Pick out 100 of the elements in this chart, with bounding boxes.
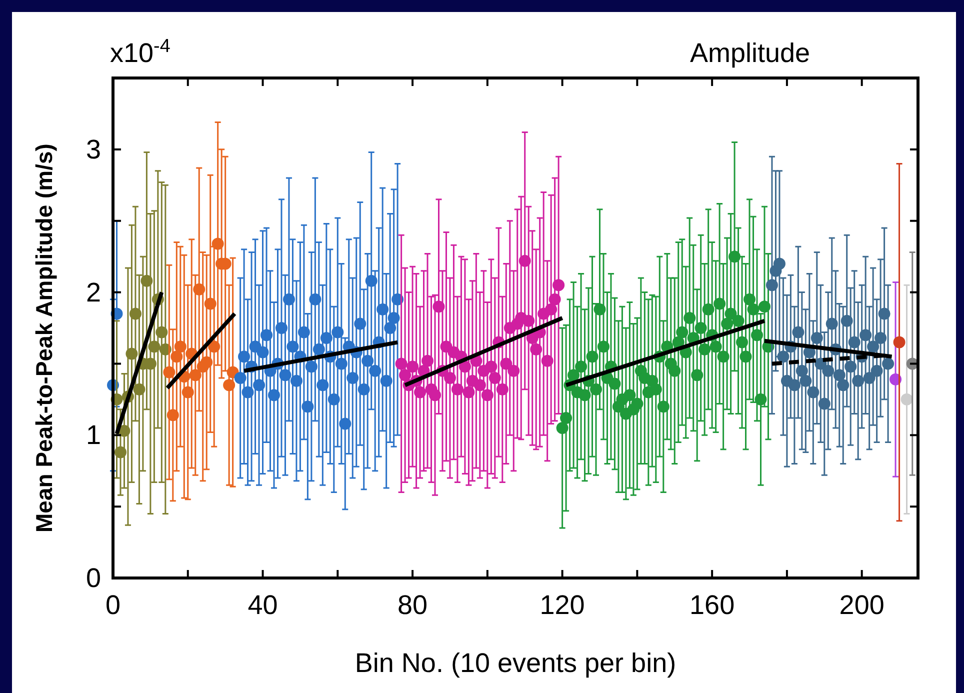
point <box>650 383 662 396</box>
point <box>312 343 325 356</box>
point <box>710 340 722 353</box>
point <box>328 393 340 406</box>
point <box>114 446 126 458</box>
point <box>508 364 520 377</box>
point <box>698 343 711 356</box>
x-tick-label: 200 <box>839 590 884 620</box>
point <box>751 329 763 342</box>
point <box>212 238 224 250</box>
point <box>900 393 913 406</box>
point <box>773 258 786 270</box>
point <box>395 358 408 370</box>
point <box>568 369 580 382</box>
point <box>189 369 202 382</box>
point <box>631 398 644 410</box>
point <box>852 374 864 387</box>
point <box>810 332 823 344</box>
point <box>305 360 318 373</box>
point <box>732 314 744 327</box>
y-tick-label: 1 <box>86 420 101 450</box>
point <box>590 383 602 396</box>
point <box>429 389 441 402</box>
point <box>339 418 352 430</box>
point <box>758 300 770 313</box>
point <box>728 250 741 263</box>
point <box>736 336 748 348</box>
x-tick-label: 160 <box>690 590 735 620</box>
point <box>332 326 344 338</box>
point <box>522 314 535 327</box>
point <box>320 332 332 344</box>
point <box>182 386 194 398</box>
point <box>432 300 445 313</box>
point <box>702 303 714 316</box>
point <box>552 279 565 292</box>
point <box>260 329 273 342</box>
point <box>575 360 588 373</box>
x-tick-label: 0 <box>105 590 121 620</box>
point <box>365 274 378 287</box>
point <box>837 379 850 392</box>
point <box>766 279 778 292</box>
point <box>422 354 434 367</box>
point <box>309 293 322 306</box>
point <box>358 383 370 396</box>
point <box>556 422 568 434</box>
point <box>376 303 389 316</box>
point <box>608 378 621 390</box>
point <box>380 374 392 387</box>
point <box>870 364 883 377</box>
point <box>597 340 610 353</box>
text: x10$^{-4}$ <box>110 36 170 68</box>
point <box>200 356 213 368</box>
point <box>840 314 853 327</box>
point <box>275 322 288 334</box>
point <box>362 354 374 367</box>
point <box>657 400 670 413</box>
point <box>863 372 876 384</box>
point <box>166 409 179 422</box>
point <box>740 350 752 363</box>
point <box>384 322 396 334</box>
point <box>302 400 314 413</box>
point <box>354 318 366 330</box>
point <box>792 326 804 338</box>
x-tick-label: 120 <box>540 590 585 620</box>
point <box>170 350 183 363</box>
point <box>684 312 696 324</box>
point <box>223 379 236 392</box>
point <box>126 348 138 360</box>
point <box>676 326 688 338</box>
point <box>541 354 554 367</box>
point <box>488 372 501 384</box>
point <box>833 369 846 382</box>
point <box>874 332 887 344</box>
point <box>444 372 456 384</box>
point <box>346 372 359 384</box>
point <box>724 308 737 320</box>
point <box>234 372 246 384</box>
point <box>882 358 894 370</box>
point <box>844 360 857 373</box>
point <box>578 389 591 402</box>
x-tick-label: 40 <box>248 590 278 620</box>
point <box>286 340 299 353</box>
point <box>822 364 834 377</box>
point <box>668 364 681 377</box>
point <box>788 379 800 392</box>
point <box>204 298 216 310</box>
y-tick-label: 2 <box>86 277 101 308</box>
point <box>893 336 906 348</box>
point <box>462 386 475 398</box>
point <box>548 293 561 306</box>
point <box>717 350 730 363</box>
point <box>848 336 860 348</box>
point <box>721 318 734 330</box>
x-axis-title: Bin No. (10 events per bin) <box>354 648 676 678</box>
point <box>545 303 558 316</box>
point <box>238 350 250 363</box>
point <box>807 386 820 398</box>
point <box>796 364 808 377</box>
point <box>500 358 512 370</box>
point <box>800 374 812 387</box>
